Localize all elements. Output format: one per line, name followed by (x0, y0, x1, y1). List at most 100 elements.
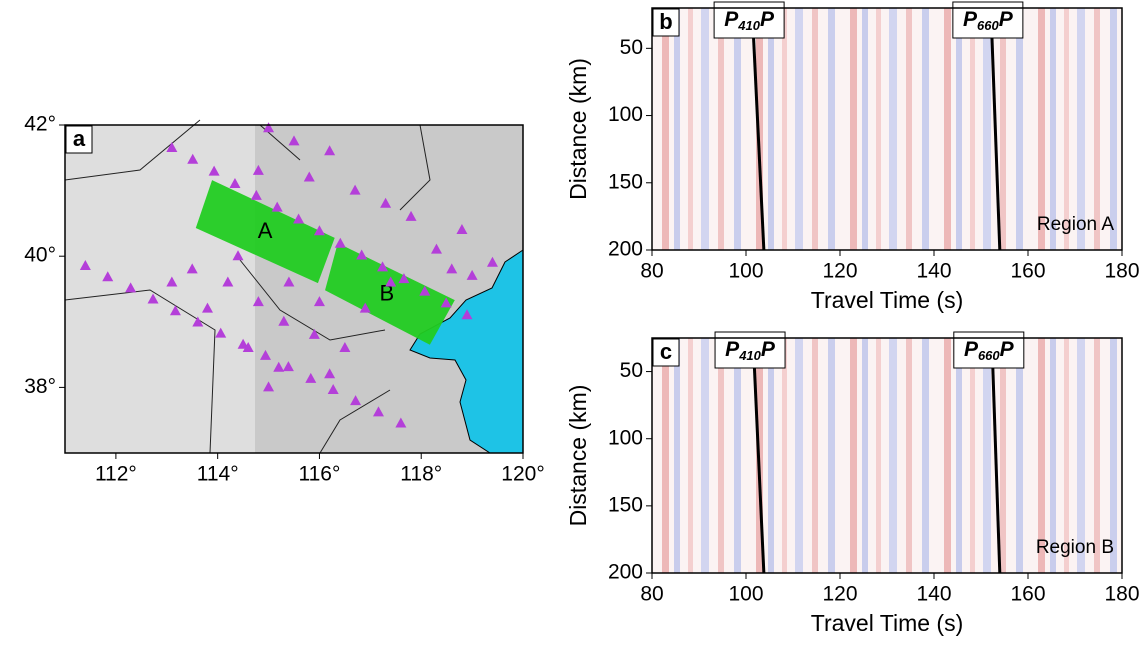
region-label: A (258, 218, 273, 243)
station (446, 263, 458, 274)
station (356, 249, 368, 260)
y-tick-label: 200 (608, 561, 643, 584)
phase-label: P410P (724, 8, 775, 34)
x-tick-label: 80 (640, 260, 663, 283)
station (147, 293, 159, 304)
station (192, 316, 204, 327)
station (308, 328, 320, 339)
station (385, 276, 397, 287)
region (195, 180, 335, 284)
x-tick-label: 140 (916, 260, 951, 283)
phase-curve (989, 7, 1002, 251)
station (186, 263, 198, 274)
mountains (65, 125, 255, 453)
station (395, 417, 407, 428)
x-tick-label: 120 (822, 260, 857, 283)
station (380, 197, 392, 208)
x-tick-label: 120 (822, 583, 857, 606)
panel-letter-box (65, 125, 93, 154)
sea (409, 249, 524, 454)
station (263, 381, 275, 392)
station (377, 261, 389, 272)
phase-curve (751, 337, 766, 574)
x-tick-label: 80 (640, 583, 663, 606)
station (250, 189, 262, 200)
station (293, 213, 305, 224)
x-tick-label: 180 (1104, 260, 1139, 283)
panel-letter-box (652, 8, 680, 37)
station (283, 276, 295, 287)
phase-label-part: P (760, 8, 775, 31)
x-tick-label: 160 (1010, 583, 1045, 606)
station (430, 243, 442, 254)
plot-frame (651, 337, 1123, 574)
y-tick-label: 150 (608, 493, 643, 516)
x-tick-label: 116° (298, 463, 340, 486)
station (372, 406, 384, 417)
region-note: Region A (1037, 214, 1114, 235)
station (334, 237, 346, 248)
station (278, 315, 290, 326)
panel-letter: b (659, 9, 672, 34)
phase-label-part: 410 (737, 18, 760, 33)
x-axis-title: Travel Time (s) (811, 287, 964, 313)
station (486, 256, 498, 267)
station (273, 361, 285, 372)
station (305, 372, 317, 383)
phase-curve (750, 7, 766, 251)
station (405, 210, 417, 221)
station (208, 165, 220, 176)
station (260, 349, 272, 360)
y-axis-title: Distance (km) (565, 385, 591, 527)
station (350, 395, 362, 406)
station (313, 225, 325, 236)
phase-label-part: P (1000, 338, 1015, 361)
borders (64, 119, 431, 454)
station (215, 327, 227, 338)
x-tick-label: 140 (916, 583, 951, 606)
station (359, 302, 371, 313)
station (232, 250, 244, 261)
station (242, 342, 254, 353)
station (288, 135, 300, 146)
station (349, 184, 361, 195)
station (102, 271, 114, 282)
phase-label-part: P (761, 338, 776, 361)
y-axis-title: Distance (km) (565, 58, 591, 200)
station (187, 153, 199, 164)
y-tick-label: 200 (608, 238, 643, 261)
y-tick-label: 40° (24, 244, 56, 267)
y-tick-label: 42° (24, 113, 56, 136)
station (327, 384, 339, 395)
phase-label: P660P (964, 338, 1015, 364)
x-tick-label: 112° (95, 463, 137, 486)
station (125, 282, 137, 293)
phase-label-part: 660 (978, 348, 1000, 363)
region-note: Region B (1036, 537, 1114, 558)
station (201, 302, 213, 313)
station (466, 269, 478, 280)
station (456, 223, 468, 234)
phase-label-part: 410 (738, 348, 761, 363)
region-label: B (380, 280, 395, 305)
station (237, 338, 249, 349)
station (324, 368, 336, 379)
x-tick-label: 180 (1104, 583, 1139, 606)
x-tick-label: 114° (197, 463, 239, 486)
station (166, 276, 178, 287)
station (313, 296, 325, 307)
station (263, 122, 275, 133)
y-tick-label: 50 (620, 36, 643, 59)
station (339, 342, 351, 353)
station (271, 201, 283, 212)
station (222, 276, 234, 287)
station (229, 178, 241, 189)
panel-letter-box (652, 338, 680, 367)
x-tick-label: 160 (1010, 260, 1045, 283)
x-tick-label: 118° (400, 463, 442, 486)
y-tick-label: 38° (24, 375, 56, 398)
phase-label: P660P (963, 8, 1014, 34)
waveform-image (652, 338, 1122, 573)
x-tick-label: 120° (501, 463, 544, 486)
phase-label-part: P (964, 338, 979, 361)
